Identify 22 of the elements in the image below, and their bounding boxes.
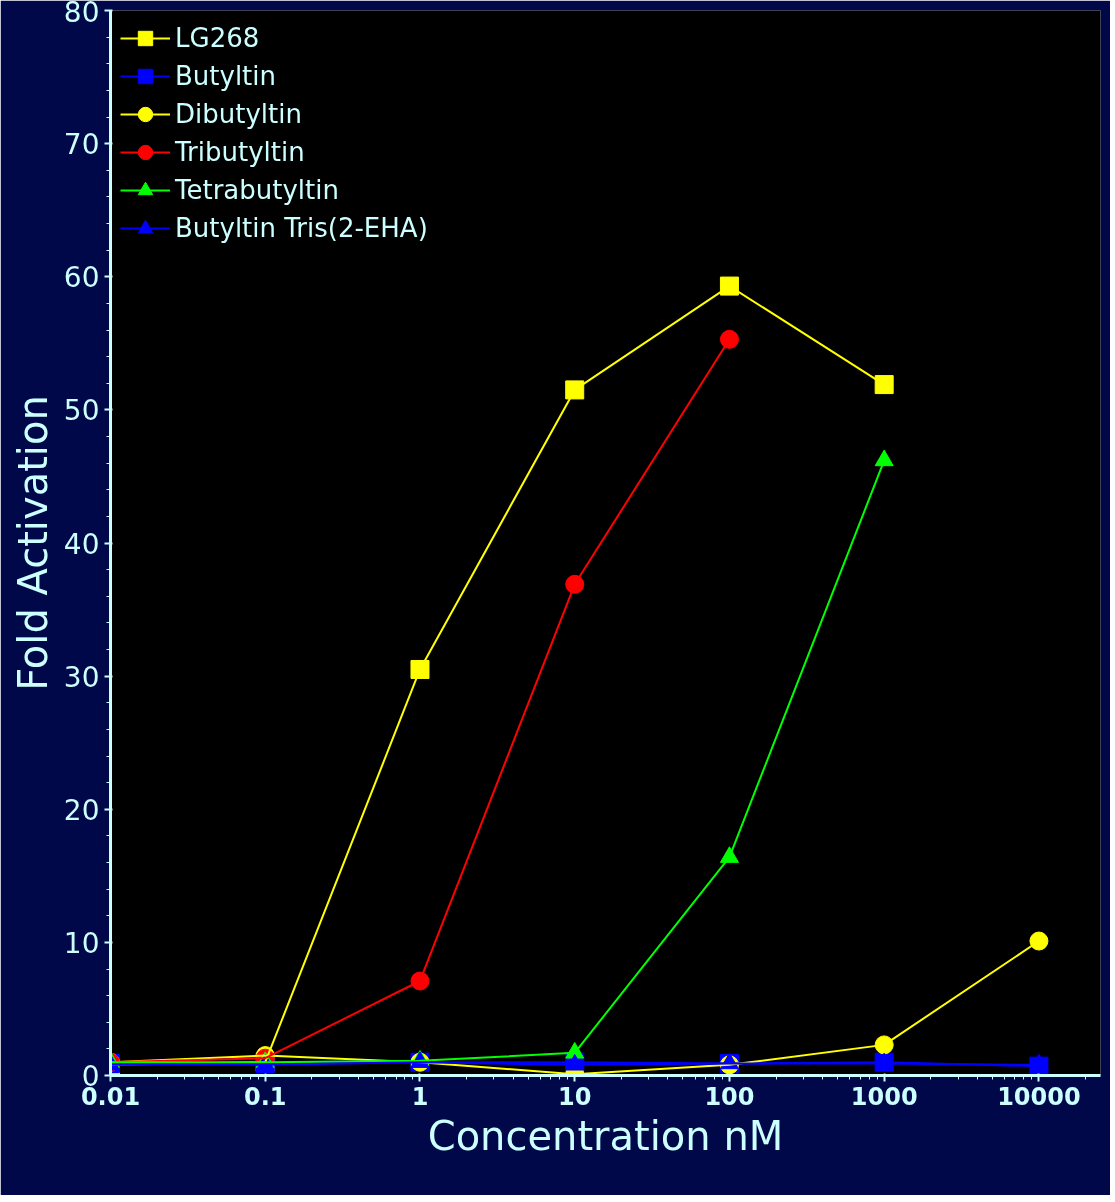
- y-tick-label: 60: [63, 261, 100, 295]
- y-tick-label: 80: [63, 0, 100, 29]
- legend-label: LG268: [175, 23, 260, 53]
- y-tick-label: 50: [63, 394, 100, 428]
- y-tick-label: 30: [63, 660, 100, 694]
- y-axis-title: Fold Activation: [9, 395, 56, 691]
- x-tick-label: 10: [558, 1082, 592, 1111]
- x-tick-label: 1000: [850, 1082, 918, 1111]
- legend-label: Dibutyltin: [175, 99, 302, 129]
- legend-label: Tributyltin: [175, 137, 305, 167]
- y-tick-label: 70: [63, 128, 100, 162]
- y-tick-label: 10: [63, 926, 100, 960]
- x-tick-label: 1: [411, 1082, 429, 1111]
- x-tick-label: 100: [704, 1082, 755, 1111]
- x-axis-title: Concentration nM: [427, 1112, 784, 1159]
- legend-label: Butyltin Tris(2-EHA): [175, 213, 428, 243]
- y-tick-label: 20: [63, 793, 100, 827]
- y-tick-label: 40: [63, 527, 100, 561]
- legend-label: Tetrabutyltin: [175, 175, 339, 205]
- legend-label: Butyltin: [175, 61, 277, 91]
- x-tick-label: 0.1: [243, 1082, 287, 1111]
- x-tick-label: 10000: [997, 1082, 1081, 1111]
